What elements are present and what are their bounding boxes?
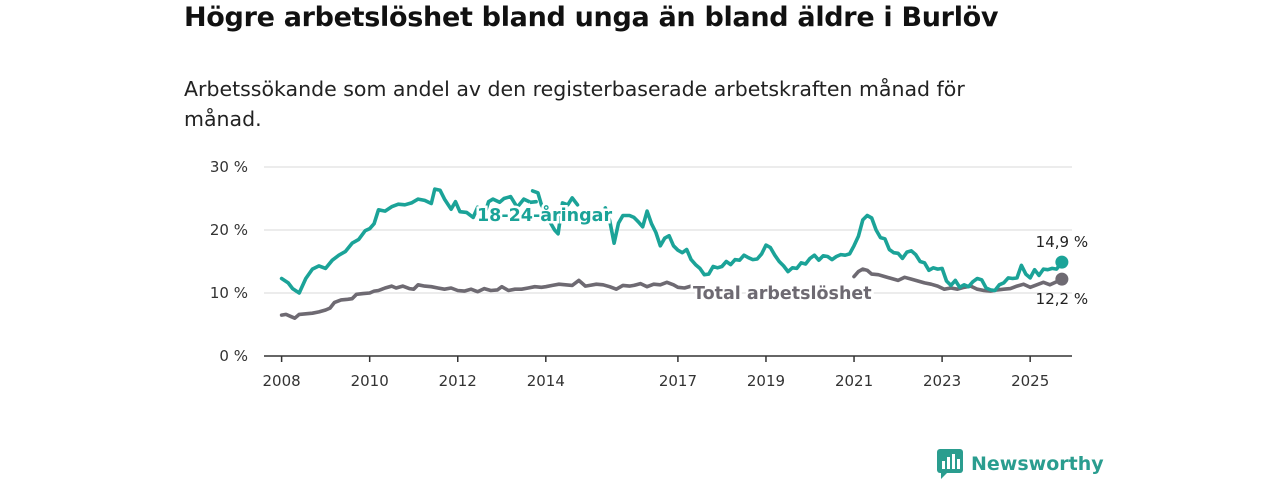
series-labels: 18-24-åringar Total arbetslöshet — [475, 202, 875, 307]
y-tick-label: 30 % — [210, 158, 248, 176]
x-tick-label: 2010 — [351, 372, 389, 390]
x-tick-label: 2012 — [439, 372, 477, 390]
end-label-youth: 14,9 % — [1036, 233, 1088, 251]
end-label-total: 12,2 % — [1036, 290, 1088, 308]
y-tick-labels: 0 % 10 % 20 % 30 % — [210, 158, 248, 365]
chart-title: Högre arbetslöshet bland unga än bland ä… — [184, 2, 999, 33]
series-lines — [279, 187, 1064, 320]
series-line-total — [279, 278, 718, 320]
x-tick-label: 2023 — [923, 372, 961, 390]
chart-subtitle: Arbetssökande som andel av den registerb… — [184, 77, 965, 131]
x-tick-label: 2021 — [835, 372, 873, 390]
x-tick-label: 2008 — [263, 372, 301, 390]
series-label-youth: 18-24-åringar — [477, 204, 612, 226]
x-tick-label: 2014 — [527, 372, 565, 390]
newsworthy-logo-icon — [937, 449, 963, 479]
end-marker-total — [1055, 272, 1069, 286]
series-line-youth — [530, 189, 580, 236]
x-axis — [264, 355, 1072, 362]
y-grid — [264, 166, 1072, 294]
y-tick-label: 20 % — [210, 221, 248, 239]
x-tick-labels: 2008 2010 2012 2014 2017 2019 2021 2023 2025 — [263, 372, 1050, 390]
end-marker-youth — [1055, 255, 1069, 269]
x-tick-label: 2017 — [659, 372, 697, 390]
series-line-total — [852, 267, 1064, 293]
y-tick-label: 0 % — [219, 347, 248, 365]
y-tick-label: 10 % — [210, 284, 248, 302]
end-markers: 14,9 % 12,2 % — [1036, 233, 1088, 308]
series-line-youth — [279, 187, 538, 295]
x-tick-label: 2025 — [1011, 372, 1049, 390]
series-label-total: Total arbetslöshet — [693, 284, 872, 304]
x-tick-label: 2019 — [747, 372, 785, 390]
series-line-youth — [603, 206, 1064, 293]
brand-name: Newsworthy — [971, 453, 1104, 475]
newsworthy-brand[interactable]: Newsworthy — [937, 449, 1104, 479]
